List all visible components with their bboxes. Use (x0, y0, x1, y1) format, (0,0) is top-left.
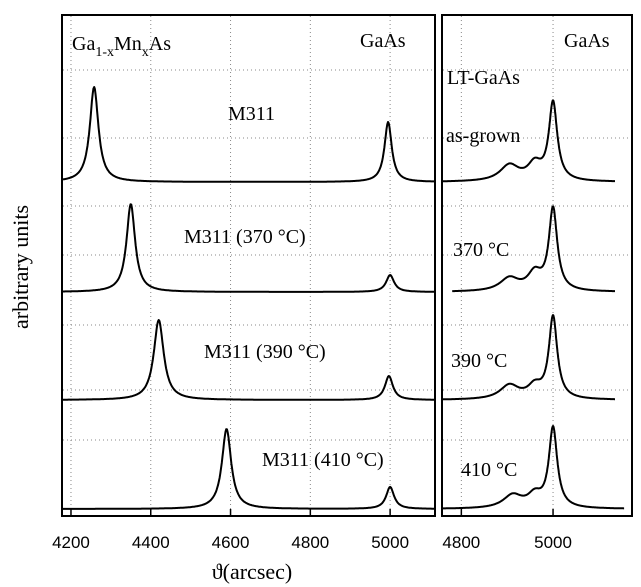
left-header-gaas: GaAs (360, 30, 406, 52)
series-line (451, 205, 616, 293)
x-tick-label: 4400 (132, 533, 170, 552)
right-header-lt-gaas: LT-GaAs (447, 67, 520, 89)
series-label: 390 °C (451, 350, 507, 372)
left-header-formula: Ga1-xMnxAs (72, 33, 171, 60)
series-label: 370 °C (453, 239, 509, 261)
right-header-gaas: GaAs (564, 30, 610, 52)
series-label: 410 °C (461, 459, 517, 481)
series-line (62, 203, 435, 293)
left-panel-x-tick-labels: 4200 4400 4600 4800 5000 (52, 509, 409, 552)
right-panel-curves (442, 99, 625, 510)
series-line (62, 428, 435, 510)
x-tick-label: 4800 (442, 533, 480, 552)
series-label: M311 (390 °C) (204, 341, 326, 363)
right-panel-series-labels: as-grown 370 °C 390 °C 410 °C (446, 125, 520, 481)
series-line (62, 319, 435, 401)
x-tick-label: 5000 (371, 533, 409, 552)
series-label: M311 (370 °C) (184, 226, 306, 248)
x-tick-label: 4200 (52, 533, 90, 552)
series-line (442, 425, 625, 510)
x-tick-label: 4800 (291, 533, 329, 552)
right-panel-x-tick-labels: 4800 5000 (442, 509, 572, 552)
left-panel-grid (63, 16, 434, 515)
right-panel-grid (443, 16, 631, 515)
x-tick-label: 4600 (212, 533, 250, 552)
left-panel-series-labels: M311 M311 (370 °C) M311 (390 °C) M311 (410 … (184, 103, 384, 471)
left-panel-frame (61, 14, 436, 517)
y-axis-label: arbitrary units (8, 205, 33, 329)
series-label: M311 (410 °C) (262, 449, 384, 471)
series-label: as-grown (446, 125, 520, 147)
series-label: M311 (228, 103, 275, 125)
series-line (62, 86, 435, 183)
right-panel-frame (441, 14, 633, 517)
x-tick-label: 5000 (534, 533, 572, 552)
series-line (442, 99, 616, 183)
left-panel-curves (62, 86, 435, 510)
x-axis-label: ϑ(arcsec) (212, 559, 293, 584)
series-line (442, 314, 616, 401)
